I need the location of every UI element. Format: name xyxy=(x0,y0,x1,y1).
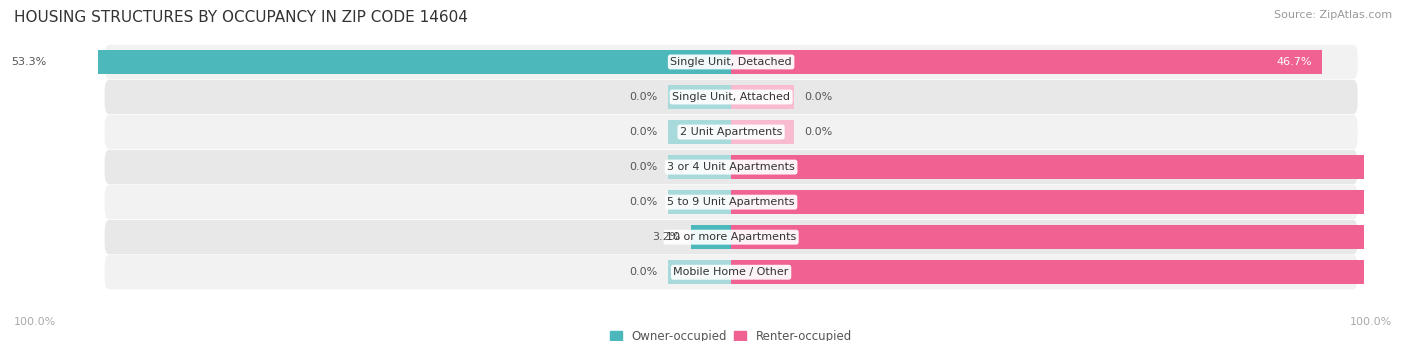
Text: 100.0%: 100.0% xyxy=(14,317,56,327)
Bar xyxy=(731,260,1406,284)
Bar xyxy=(668,155,731,179)
Text: 10 or more Apartments: 10 or more Apartments xyxy=(666,232,796,242)
Text: HOUSING STRUCTURES BY OCCUPANCY IN ZIP CODE 14604: HOUSING STRUCTURES BY OCCUPANCY IN ZIP C… xyxy=(14,10,468,25)
Bar xyxy=(731,85,794,109)
Text: 100.0%: 100.0% xyxy=(1350,317,1392,327)
Text: 46.7%: 46.7% xyxy=(1277,57,1312,67)
Text: Single Unit, Attached: Single Unit, Attached xyxy=(672,92,790,102)
FancyBboxPatch shape xyxy=(104,185,1358,219)
Bar xyxy=(56,50,731,74)
Text: 0.0%: 0.0% xyxy=(630,162,658,172)
Bar xyxy=(731,50,1322,74)
Text: 0.0%: 0.0% xyxy=(630,127,658,137)
Text: 0.0%: 0.0% xyxy=(630,92,658,102)
Legend: Owner-occupied, Renter-occupied: Owner-occupied, Renter-occupied xyxy=(610,330,852,341)
Bar xyxy=(668,120,731,144)
Bar xyxy=(668,190,731,214)
FancyBboxPatch shape xyxy=(104,115,1358,149)
Text: 0.0%: 0.0% xyxy=(804,127,832,137)
FancyBboxPatch shape xyxy=(104,255,1358,290)
Bar xyxy=(731,190,1406,214)
FancyBboxPatch shape xyxy=(104,45,1358,79)
Bar xyxy=(731,225,1406,249)
Text: 5 to 9 Unit Apartments: 5 to 9 Unit Apartments xyxy=(668,197,794,207)
Bar xyxy=(731,155,1406,179)
Text: 0.0%: 0.0% xyxy=(630,267,658,277)
Bar xyxy=(668,85,731,109)
FancyBboxPatch shape xyxy=(104,80,1358,114)
Bar xyxy=(668,260,731,284)
Bar xyxy=(690,225,731,249)
Bar xyxy=(731,120,794,144)
Text: 0.0%: 0.0% xyxy=(804,92,832,102)
Text: 53.3%: 53.3% xyxy=(11,57,46,67)
Text: Single Unit, Detached: Single Unit, Detached xyxy=(671,57,792,67)
FancyBboxPatch shape xyxy=(104,150,1358,184)
Text: 0.0%: 0.0% xyxy=(630,197,658,207)
FancyBboxPatch shape xyxy=(104,220,1358,254)
Text: 3 or 4 Unit Apartments: 3 or 4 Unit Apartments xyxy=(668,162,794,172)
Text: Source: ZipAtlas.com: Source: ZipAtlas.com xyxy=(1274,10,1392,20)
Text: 2 Unit Apartments: 2 Unit Apartments xyxy=(681,127,782,137)
Text: 3.2%: 3.2% xyxy=(652,232,681,242)
Text: Mobile Home / Other: Mobile Home / Other xyxy=(673,267,789,277)
